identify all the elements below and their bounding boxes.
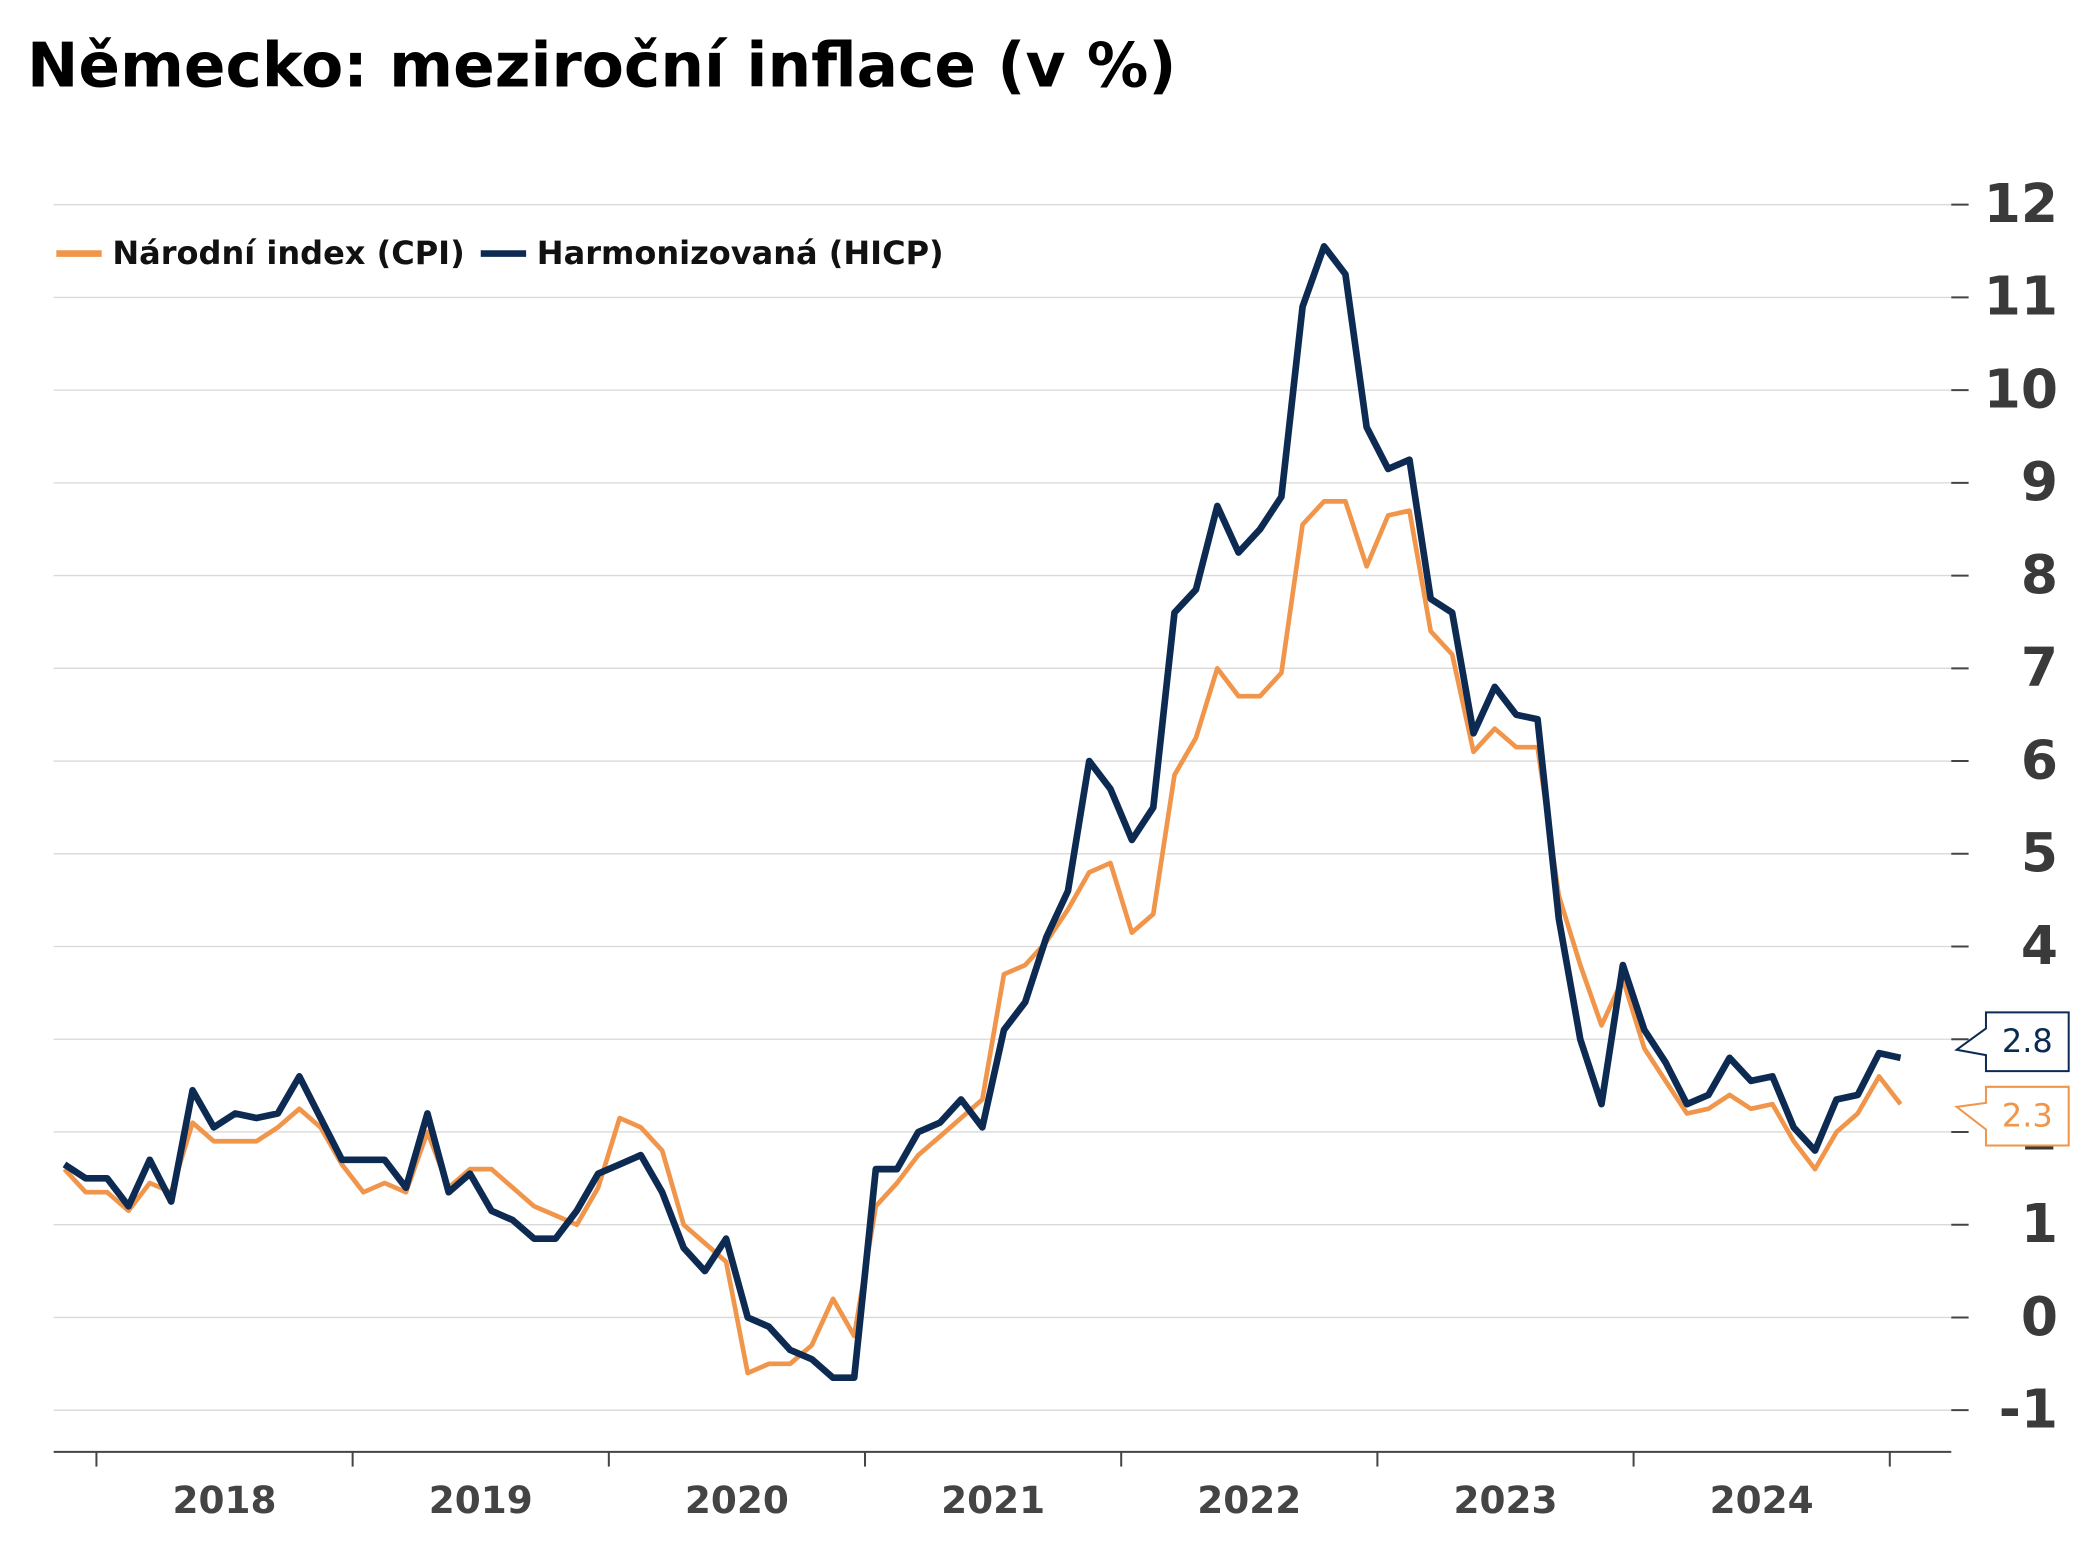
y-tick-label: 6: [2021, 728, 2058, 791]
series-line: [62, 243, 1902, 1382]
x-tick-label: 2023: [1454, 1478, 1558, 1522]
y-tick-label: 5: [2021, 821, 2058, 884]
y-tick-label: 7: [2021, 636, 2058, 699]
end-callout: [1954, 1085, 2070, 1147]
y-tick-label: 8: [2021, 543, 2058, 606]
x-tick-label: 2020: [685, 1478, 789, 1522]
legend-label: Národní index (CPI): [112, 234, 464, 272]
y-tick-label: 4: [2021, 914, 2058, 977]
chart-title: Německo: meziroční inflace (v %): [27, 30, 1176, 101]
x-tick-label: 2021: [941, 1478, 1045, 1522]
end-label: 2.3: [2002, 1097, 2053, 1135]
end-callout: [1954, 1011, 2070, 1073]
y-tick-label: -1: [1999, 1377, 2058, 1440]
legend-label: Harmonizovaná (HICP): [537, 234, 944, 272]
y-tick-label: 12: [1984, 172, 2058, 235]
y-tick-label: 0: [2021, 1285, 2058, 1348]
x-tick-label: 2019: [429, 1478, 533, 1522]
x-tick-label: 2024: [1710, 1478, 1814, 1522]
x-tick-label: 2022: [1197, 1478, 1301, 1522]
y-tick-label: 10: [1984, 357, 2058, 420]
y-tick-label: 11: [1984, 265, 2058, 328]
x-tick-label: 2018: [173, 1478, 277, 1522]
series-line: [62, 499, 1903, 1376]
y-tick-label: 1: [2021, 1192, 2058, 1255]
end-label: 2.8: [2002, 1022, 2053, 1060]
y-tick-label: 9: [2021, 450, 2058, 513]
